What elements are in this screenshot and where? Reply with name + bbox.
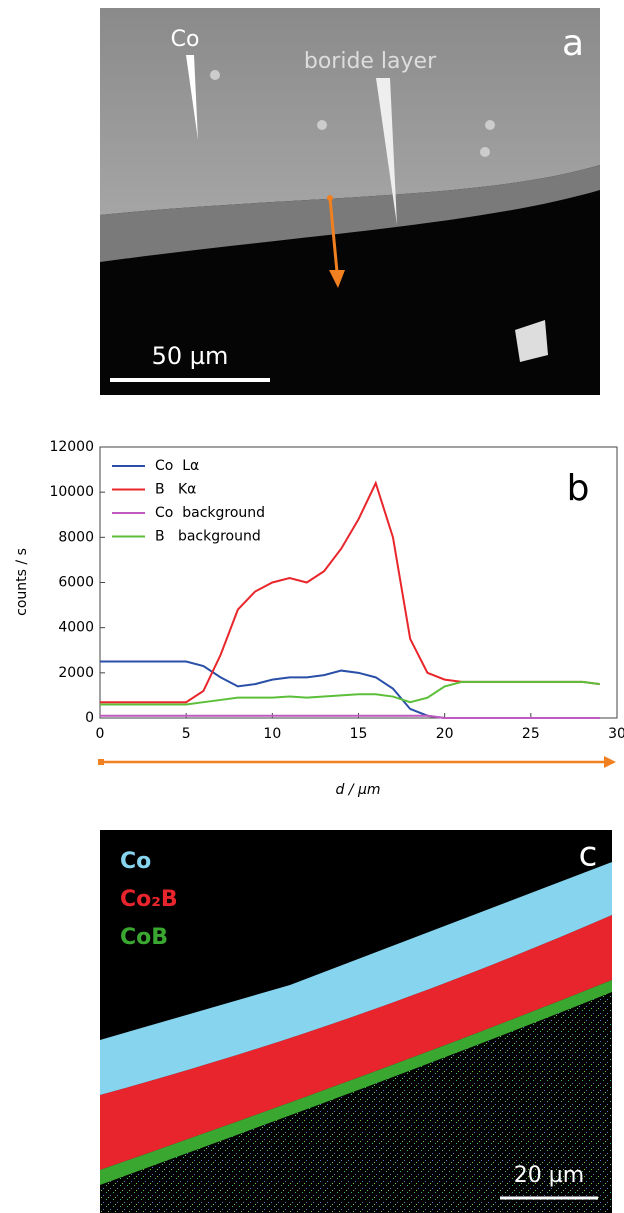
- particle: [515, 320, 548, 362]
- pointer: [186, 55, 198, 140]
- annotation: Co: [171, 27, 200, 52]
- y-tick-label: 12000: [49, 439, 94, 455]
- cob-band: [100, 980, 612, 1185]
- x-tick-label: 15: [350, 726, 368, 742]
- annotation: boride layer: [304, 49, 437, 74]
- data-line: [100, 660, 600, 719]
- panel-a: Co boride layer a 50 µm: [100, 8, 600, 395]
- x-tick-label: 0: [96, 726, 105, 742]
- y-tick-label: 4000: [58, 620, 94, 636]
- y-tick-label: 0: [85, 710, 94, 726]
- panel-label: c: [579, 835, 598, 875]
- scan-line: [328, 197, 339, 273]
- legend-label: Co₂B: [120, 887, 178, 912]
- scan-start: [327, 195, 333, 201]
- co2b-region: [100, 915, 612, 1170]
- panel-label: b: [567, 468, 590, 509]
- particle: [210, 70, 220, 80]
- legend-label: CoB: [120, 925, 168, 950]
- x-tick-label: 25: [522, 726, 540, 742]
- cobalt-region: [100, 8, 600, 215]
- scale-bar-label: 20 µm: [514, 1163, 584, 1188]
- boride-band: [100, 165, 600, 262]
- co-region: [100, 862, 612, 1095]
- panel-b: b counts / s d / µm 02000400060008000100…: [14, 439, 624, 798]
- data-line: [100, 680, 600, 706]
- x-tick-label: 20: [436, 726, 454, 742]
- legend-label: Co: [120, 849, 151, 874]
- y-tick-label: 2000: [58, 665, 94, 681]
- x-tick-label: 30: [608, 726, 624, 742]
- particle: [480, 147, 490, 157]
- panel-c: Co Co₂B CoB c 20 µm: [100, 830, 612, 1213]
- panel-label: a: [562, 23, 584, 64]
- particle: [485, 120, 495, 130]
- scale-bar-label: 50 µm: [152, 342, 229, 370]
- x-tick-label: 5: [182, 726, 191, 742]
- x-tick-label: 10: [263, 726, 281, 742]
- pointer: [376, 78, 397, 225]
- x-axis-label: d / µm: [335, 782, 380, 798]
- particle: [317, 120, 327, 130]
- y-tick-label: 6000: [58, 575, 94, 591]
- y-tick-label: 10000: [49, 484, 94, 500]
- scan-arrowhead: [604, 756, 616, 768]
- legend-label: Co Lα: [155, 458, 199, 474]
- y-axis-label: counts / s: [14, 548, 30, 616]
- legend-label: B Kα: [155, 482, 196, 498]
- legend-label: Co background: [155, 505, 265, 521]
- y-tick-label: 8000: [58, 529, 94, 545]
- data-line: [100, 714, 600, 719]
- arrowhead: [329, 270, 345, 288]
- legend-label: B background: [155, 529, 261, 545]
- scan-arrow-start: [98, 759, 104, 765]
